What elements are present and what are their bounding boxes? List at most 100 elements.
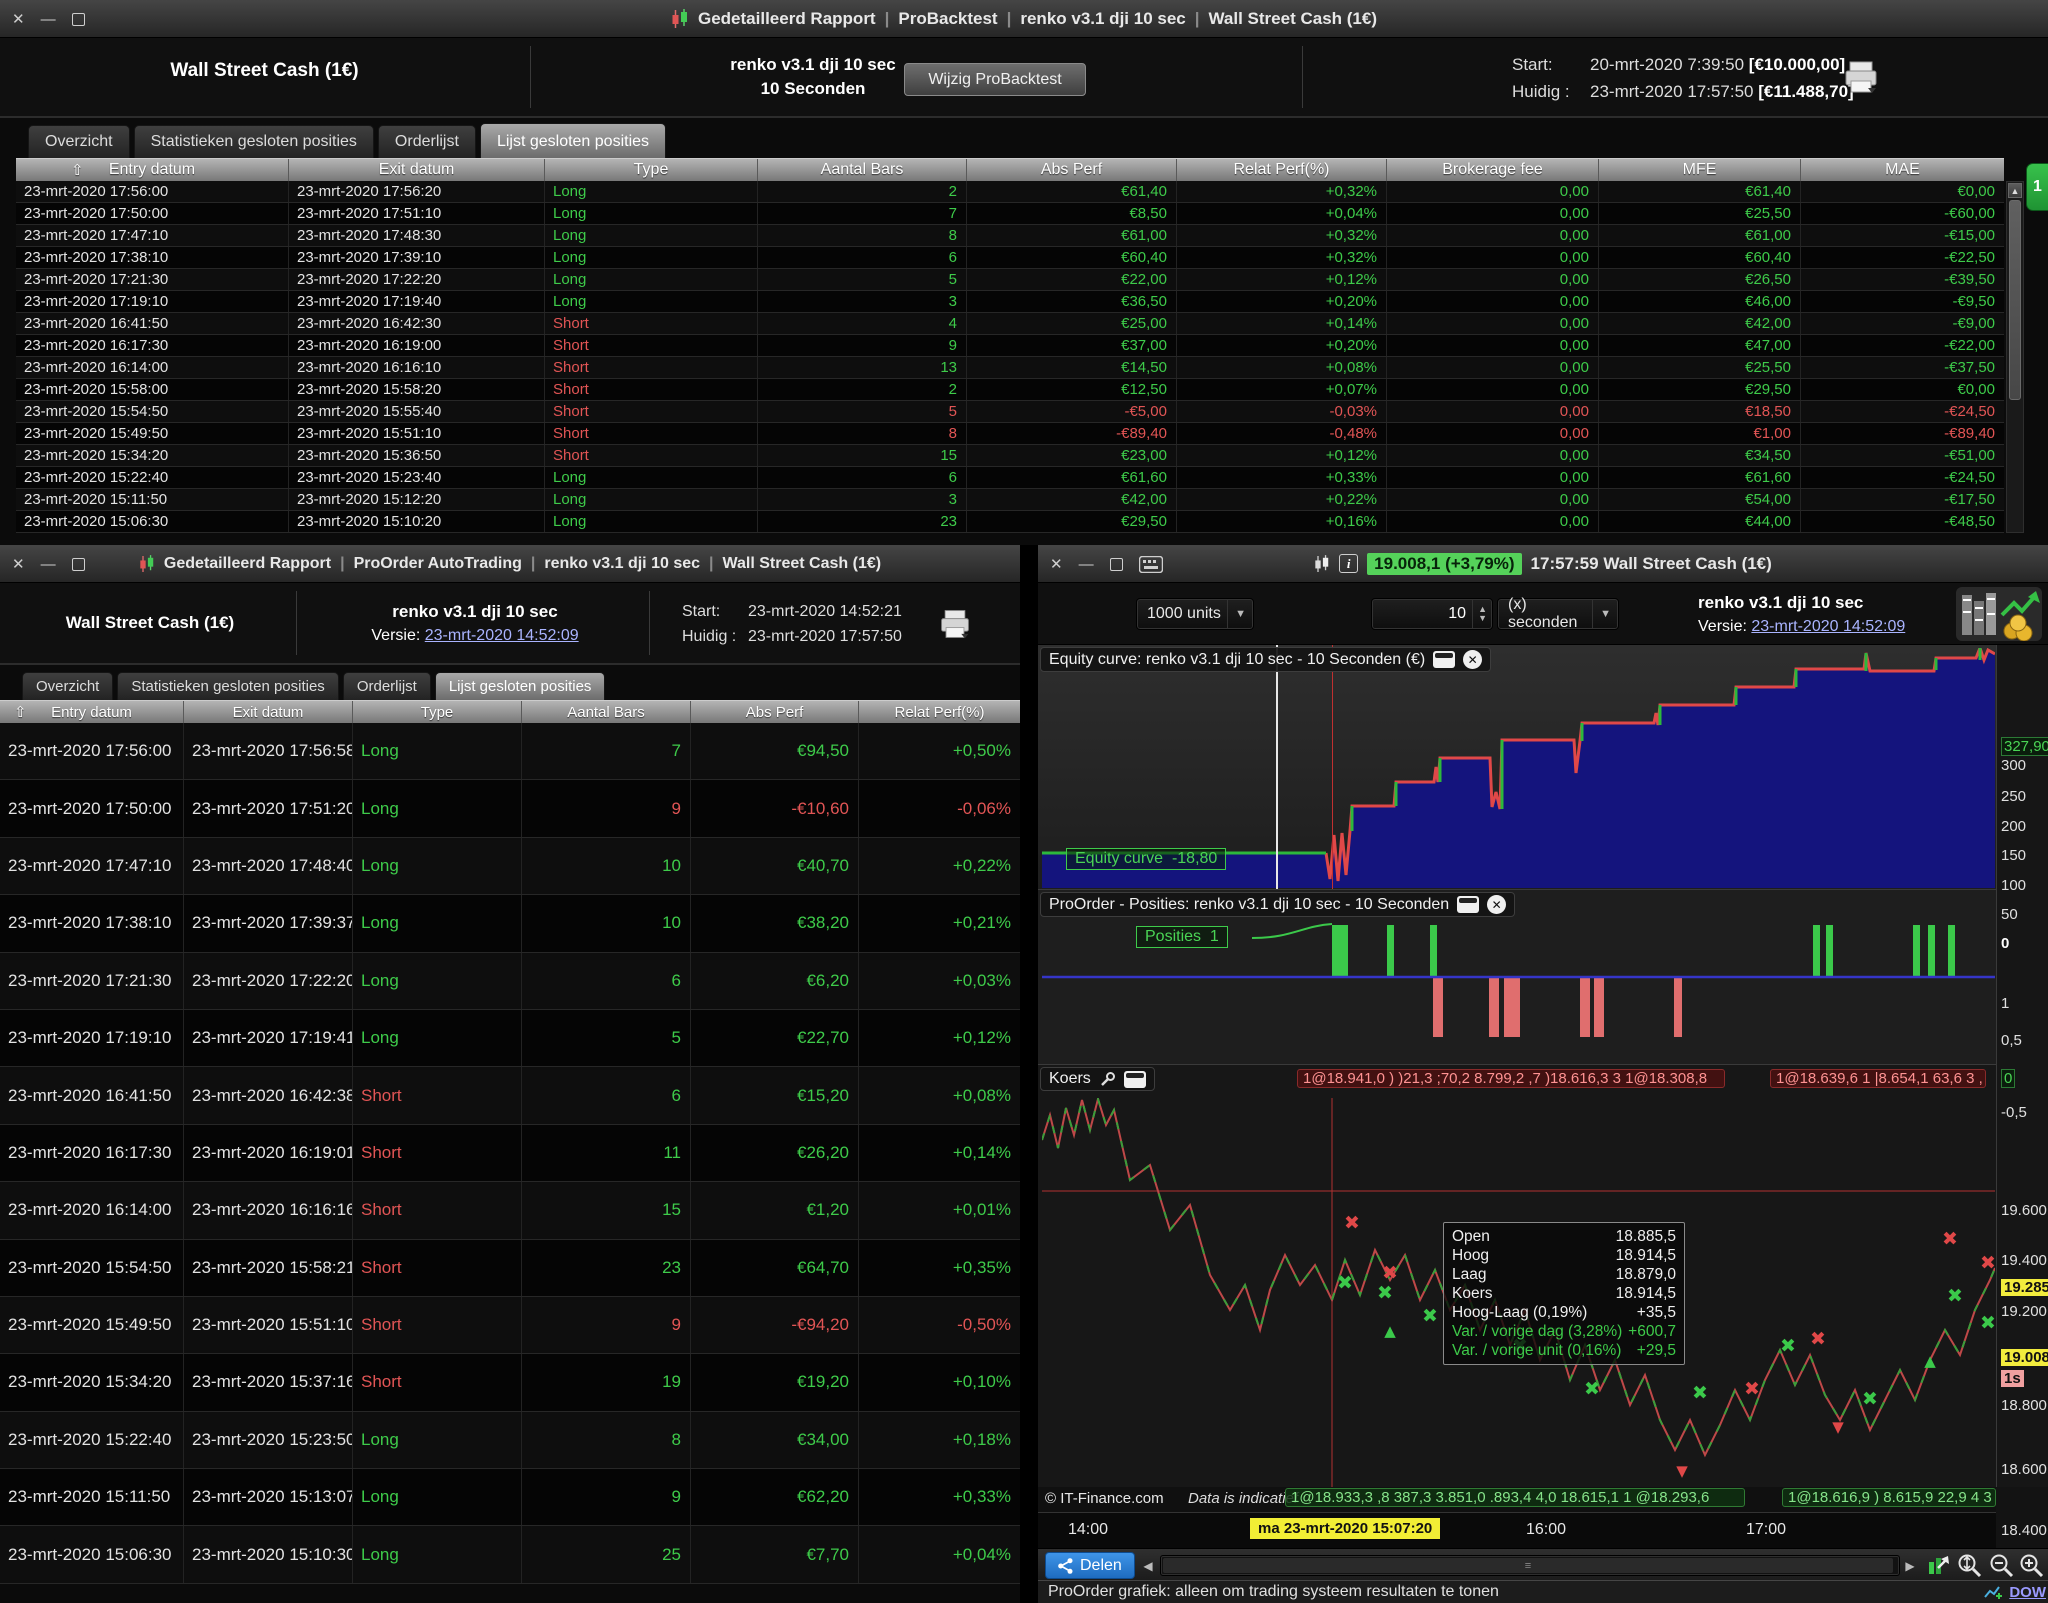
stepper-arrows[interactable]: ▲ ▼	[1472, 599, 1492, 629]
tab[interactable]: Lijst gesloten posities	[479, 123, 667, 158]
interval-stepper[interactable]: 10 ▲ ▼	[1371, 598, 1493, 630]
table-row[interactable]: 23-mrt-2020 16:17:30 23-mrt-2020 16:19:00…	[16, 335, 2004, 357]
table-row[interactable]: 23-mrt-2020 16:41:50 23-mrt-2020 16:42:38…	[0, 1067, 1020, 1125]
table-row[interactable]: 23-mrt-2020 17:56:00 23-mrt-2020 17:56:20…	[16, 181, 2004, 203]
minimize-icon[interactable]: —	[40, 10, 56, 28]
units-dropdown[interactable]: 1000 units ▼	[1136, 598, 1254, 630]
add-chart-icon[interactable]	[1984, 1584, 2004, 1600]
table-row[interactable]: 23-mrt-2020 17:38:10 23-mrt-2020 17:39:37…	[0, 895, 1020, 953]
column-header[interactable]: Abs Perf	[690, 701, 858, 723]
detach-window-icon[interactable]	[1457, 896, 1480, 913]
table-row[interactable]: 23-mrt-2020 16:14:00 23-mrt-2020 16:16:16…	[0, 1182, 1020, 1240]
maximize-icon[interactable]	[71, 12, 85, 26]
table-row[interactable]: 23-mrt-2020 15:54:50 23-mrt-2020 15:55:40…	[16, 401, 2004, 423]
maximize-icon[interactable]	[71, 557, 85, 571]
scrollbar-thumb[interactable]: ≡	[1163, 1558, 1893, 1573]
tab[interactable]: Lijst gesloten posities	[434, 672, 606, 700]
table-row[interactable]: 23-mrt-2020 15:06:30 23-mrt-2020 15:10:20…	[16, 511, 2004, 533]
column-header[interactable]: Relat Perf(%)	[1176, 159, 1386, 181]
vertical-scrollbar[interactable]: ▲	[2006, 181, 2024, 533]
column-header[interactable]: MAE	[1800, 159, 2004, 181]
table-row[interactable]: 23-mrt-2020 17:50:00 23-mrt-2020 17:51:10…	[16, 203, 2004, 225]
market-overview-icon[interactable]	[1956, 587, 2042, 641]
column-header[interactable]: Exit datum	[183, 701, 352, 723]
table-row[interactable]: 23-mrt-2020 16:14:00 23-mrt-2020 16:16:10…	[16, 357, 2004, 379]
table-row[interactable]: 23-mrt-2020 15:22:40 23-mrt-2020 15:23:50…	[0, 1411, 1020, 1470]
scrollbar-thumb[interactable]	[2009, 200, 2021, 400]
time-axis[interactable]: 14:00 16:00 17:00 ma 23-mrt-2020 15:07:2…	[1038, 1512, 1996, 1548]
column-header[interactable]: ⇧ Entry datum	[14, 703, 132, 722]
column-header[interactable]: Relat Perf(%)	[858, 701, 1020, 723]
table-row[interactable]: 23-mrt-2020 15:06:30 23-mrt-2020 15:10:30…	[0, 1526, 1020, 1584]
close-icon[interactable]: ✕	[1463, 650, 1483, 669]
positions-panel[interactable]: ProOrder - Posities: renko v3.1 dji 10 s…	[1038, 890, 1996, 1065]
sort-icon[interactable]: ⇧	[14, 704, 27, 721]
value-axis[interactable]: 327,90 300 250 200 150 100 50 0 1 0,5 0 …	[1996, 645, 2048, 1539]
minimize-icon[interactable]: —	[40, 555, 56, 573]
column-header[interactable]: Brokerage fee	[1386, 159, 1598, 181]
settings-wrench-icon[interactable]	[1099, 1071, 1116, 1088]
maximize-icon[interactable]	[1109, 557, 1123, 571]
table-row[interactable]: 23-mrt-2020 17:19:10 23-mrt-2020 17:19:40…	[16, 291, 2004, 313]
table-row[interactable]: 23-mrt-2020 17:47:10 23-mrt-2020 17:48:30…	[16, 225, 2004, 247]
table-row[interactable]: 23-mrt-2020 15:34:20 23-mrt-2020 15:37:16…	[0, 1354, 1020, 1412]
table-row[interactable]: 23-mrt-2020 15:22:40 23-mrt-2020 15:23:40…	[16, 467, 2004, 489]
table-row[interactable]: 23-mrt-2020 15:54:50 23-mrt-2020 15:58:21…	[0, 1239, 1020, 1297]
column-header[interactable]: Aantal Bars	[757, 159, 966, 181]
table-row[interactable]: 23-mrt-2020 17:47:10 23-mrt-2020 17:48:40…	[0, 837, 1020, 896]
column-header[interactable]: MFE	[1598, 159, 1800, 181]
scroll-right-arrow[interactable]: ▶	[1905, 1558, 1915, 1573]
column-header[interactable]: Aantal Bars	[521, 701, 690, 723]
keyboard-icon[interactable]	[1138, 555, 1163, 573]
step-up-icon[interactable]: ▲	[1478, 604, 1487, 614]
zoom-fit-icon[interactable]	[1956, 1552, 1984, 1579]
table-row[interactable]: 23-mrt-2020 15:58:00 23-mrt-2020 15:58:20…	[16, 379, 2004, 401]
tab[interactable]: Orderlijst	[377, 125, 476, 158]
scroll-left-arrow[interactable]: ◀	[1143, 1558, 1153, 1573]
close-icon[interactable]: ✕	[1050, 556, 1063, 573]
chevron-down-icon[interactable]: ▼	[1592, 599, 1618, 629]
table-row[interactable]: 23-mrt-2020 15:11:50 23-mrt-2020 15:13:07…	[0, 1469, 1020, 1527]
table-row[interactable]: 23-mrt-2020 15:34:20 23-mrt-2020 15:36:50…	[16, 445, 2004, 467]
equity-panel[interactable]: Equity curve: renko v3.1 dji 10 sec - 10…	[1038, 645, 1996, 890]
table-row[interactable]: 23-mrt-2020 17:38:10 23-mrt-2020 17:39:10…	[16, 247, 2004, 269]
price-panel[interactable]: Koers 1@18.941,0 ) )21,3 ;70,2 8.799,2 ,…	[1038, 1065, 1996, 1487]
table-row[interactable]: 23-mrt-2020 17:50:00 23-mrt-2020 17:51:20…	[0, 780, 1020, 838]
close-icon[interactable]: ✕	[1487, 895, 1507, 914]
tab[interactable]: Orderlijst	[342, 672, 431, 700]
info-icon[interactable]: i	[1339, 554, 1359, 573]
chevron-down-icon[interactable]: ▼	[1227, 599, 1253, 629]
edit-probacktest-button[interactable]: Wijzig ProBacktest	[904, 63, 1086, 96]
alert-side-tab[interactable]: 1	[2026, 163, 2048, 211]
table-row[interactable]: 23-mrt-2020 16:41:50 23-mrt-2020 16:42:30…	[16, 313, 2004, 335]
titlebar[interactable]: ✕ — i 19.008,1 (+3,79%) 17:57:59 Wall St…	[1038, 545, 2048, 583]
table-row[interactable]: 23-mrt-2020 16:17:30 23-mrt-2020 16:19:01…	[0, 1124, 1020, 1183]
zoom-in-icon[interactable]	[2018, 1552, 2046, 1579]
column-header[interactable]: Type	[352, 701, 521, 723]
print-icon[interactable]	[1842, 58, 1880, 96]
price-chart[interactable]: ✖✖✖✖✖✖✖✖✖✖ ✖✖✖✖✖✖ ▲▲ ▼▼	[1042, 1098, 1995, 1487]
step-down-icon[interactable]: ▼	[1478, 613, 1487, 623]
table-row[interactable]: 23-mrt-2020 17:21:30 23-mrt-2020 17:22:20…	[0, 952, 1020, 1010]
column-header[interactable]: Abs Perf	[966, 159, 1176, 181]
interval-unit-dropdown[interactable]: (x) seconden ▼	[1497, 596, 1619, 631]
close-icon[interactable]: ✕	[12, 11, 25, 28]
horizontal-scrollbar[interactable]: ≡	[1160, 1555, 1900, 1576]
versie-link[interactable]: 23-mrt-2020 14:52:09	[1751, 618, 1906, 635]
scroll-up-arrow[interactable]: ▲	[2008, 183, 2022, 198]
zoom-out-icon[interactable]	[1988, 1552, 2016, 1579]
column-header[interactable]: Exit datum	[288, 159, 544, 181]
versie-link[interactable]: 23-mrt-2020 14:52:09	[424, 627, 579, 644]
titlebar[interactable]: ✕ — Gedetailleerd RapportProBacktestrenk…	[0, 0, 2048, 38]
column-header[interactable]: Type	[544, 159, 757, 181]
tab[interactable]: Overzicht	[22, 672, 114, 700]
minimize-icon[interactable]: —	[1078, 555, 1094, 573]
table-row[interactable]: 23-mrt-2020 17:56:00 23-mrt-2020 17:56:58…	[0, 723, 1020, 781]
instrument-link[interactable]: DOW	[2009, 1583, 2046, 1601]
detach-window-icon[interactable]	[1433, 651, 1456, 668]
titlebar[interactable]: ✕ — Gedetailleerd RapportProOrder AutoTr…	[0, 545, 1020, 583]
column-header[interactable]: ⇧ Entry datum	[71, 161, 196, 179]
tab[interactable]: Overzicht	[28, 125, 130, 158]
tab[interactable]: Statistieken gesloten posities	[117, 672, 339, 700]
tab[interactable]: Statistieken gesloten posities	[133, 125, 374, 158]
